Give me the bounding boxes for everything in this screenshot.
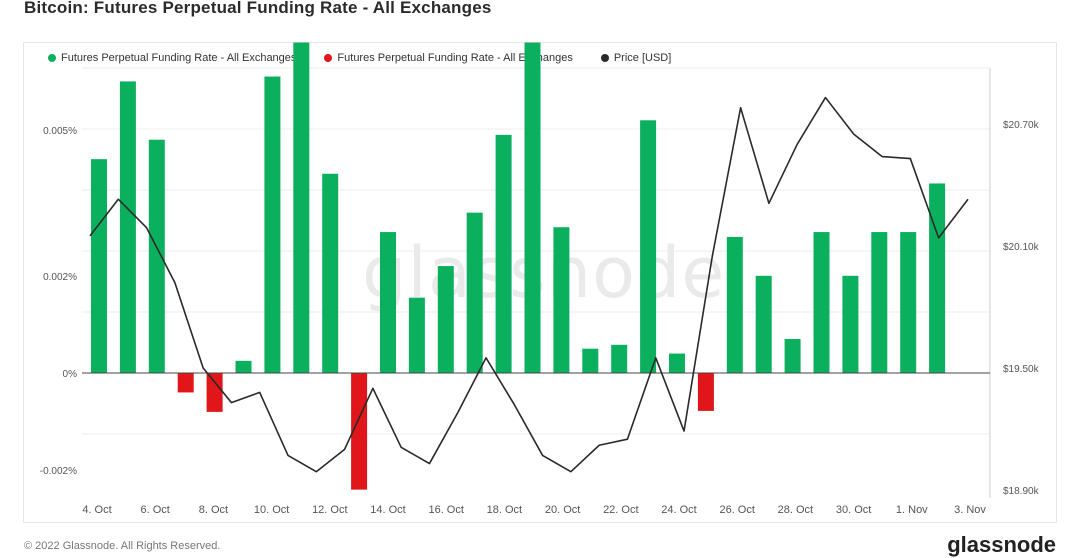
bar-positive [148,139,165,373]
chart-title: Bitcoin: Futures Perpetual Funding Rate … [24,0,492,17]
bar-positive [611,344,628,373]
legend-item-price[interactable]: Price [USD] [600,52,672,64]
bar-positive [91,159,107,373]
bar-positive [755,275,772,373]
bar-positive [842,275,859,373]
x-tick-label: 3. Nov [954,504,986,516]
y-left-tick-label: 0.005% [43,126,77,137]
bar-positive [640,120,657,373]
x-tick-label: 16. Oct [428,504,463,516]
bar-positive [669,353,685,373]
x-tick-label: 6. Oct [141,504,170,516]
x-tick-label: 20. Oct [545,504,580,516]
x-tick-label: 24. Oct [661,504,696,516]
price-line [89,96,969,473]
bar-positive [437,266,454,373]
bar-positive [582,348,599,373]
x-tick-label: 12. Oct [312,504,347,516]
x-tick-label: 4. Oct [82,504,111,516]
bar-positive [784,338,801,373]
bar-positive [871,232,888,373]
bar-positive [726,236,743,373]
legend: Futures Perpetual Funding Rate - All Exc… [48,52,671,64]
x-tick-label: 1. Nov [896,504,928,516]
x-tick-label: 22. Oct [603,504,638,516]
bar-positive [235,360,252,373]
y-left-tick-label: 0.002% [43,272,77,283]
bar-positive [408,297,425,373]
bar-positive [495,134,512,373]
bar-positive [900,232,917,373]
bar-positive [524,42,541,374]
bar-positive [264,76,281,373]
bar-positive [322,173,339,373]
bar-negative [697,373,714,411]
y-right-tick-label: $20.10k [1003,242,1040,253]
bar-negative [177,373,194,393]
brand-logo: glassnode [947,532,1056,557]
bar-positive [813,232,830,373]
y-right-tick-label: $19.50k [1003,364,1040,375]
x-tick-label: 28. Oct [778,504,813,516]
legend-dot-price [600,54,609,62]
bar-positive [119,81,136,374]
x-tick-label: 26. Oct [719,504,754,516]
legend-label-negative: Futures Perpetual Funding Rate - All Exc… [337,52,573,64]
bar-positive [466,212,483,373]
x-tick-label: 10. Oct [254,504,289,516]
x-tick-label: 8. Oct [199,504,228,516]
y-right-tick-label: $18.90k [1003,486,1040,497]
legend-label-positive: Futures Perpetual Funding Rate - All Exc… [61,52,297,64]
legend-dot-positive [48,54,56,62]
legend-item-positive[interactable]: Futures Perpetual Funding Rate - All Exc… [48,52,296,64]
bar-positive [553,227,570,373]
x-tick-label: 14. Oct [370,504,405,516]
x-tick-label: 18. Oct [487,504,522,516]
bar-positive [929,183,946,373]
legend-label-price: Price [USD] [613,52,672,64]
x-tick-label: 30. Oct [836,504,871,516]
bar-positive [293,42,310,374]
copyright-text: © 2022 Glassnode. All Rights Reserved. [24,540,221,552]
bar-positive [380,232,396,373]
y-left-tick-label: 0% [63,369,78,380]
legend-dot-negative [324,54,333,62]
legend-item-negative[interactable]: Futures Perpetual Funding Rate - All Exc… [324,52,573,64]
bar-negative [351,373,368,490]
y-left-tick-label: -0.002% [40,466,77,477]
bar-negative [206,373,223,412]
y-right-tick-label: $20.70k [1003,120,1040,131]
